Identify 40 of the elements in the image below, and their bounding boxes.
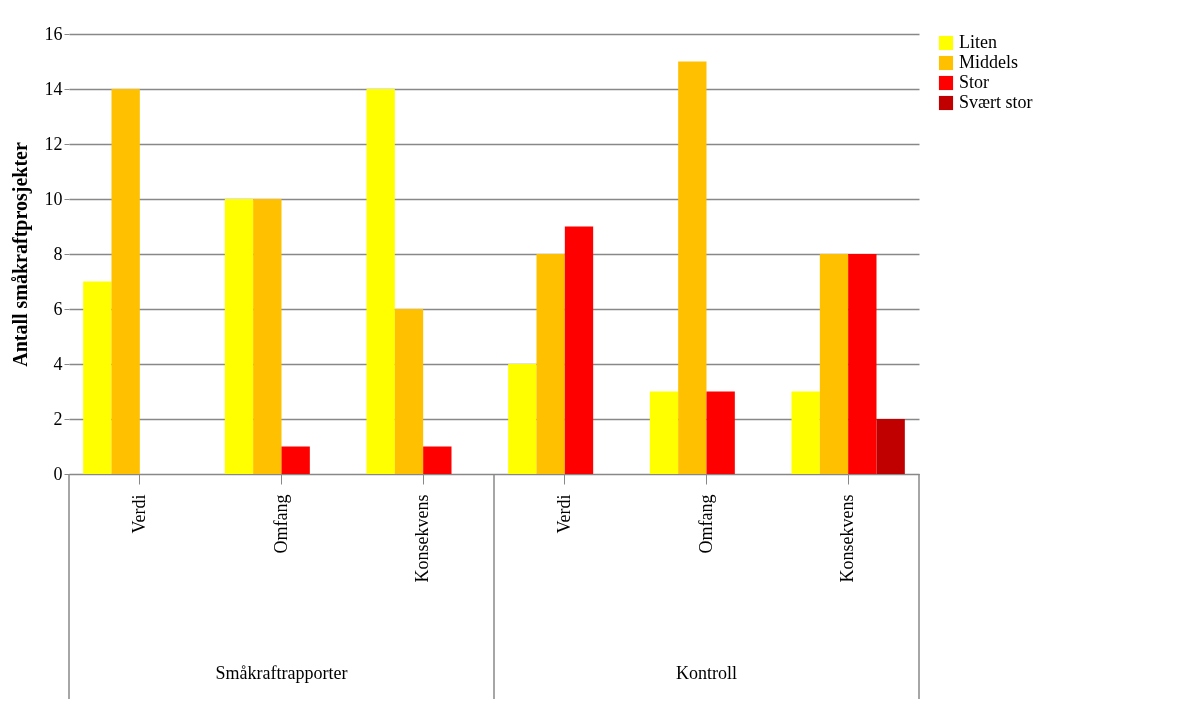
x-tick-label: Konsekvens [837,494,858,583]
bar [848,254,877,474]
x-tick-label: Omfang [695,494,716,554]
bar [564,226,594,474]
y-tick-label: 12 [44,133,63,154]
text: Småkraftrapporter [215,663,348,683]
y-axis-title: Antall småkraftprosjekter [8,142,32,367]
bar [224,199,254,474]
bar [253,199,282,474]
bar [819,254,849,474]
bar [83,281,112,474]
legend-label: Stor [959,72,990,92]
y-tick-label: 16 [44,23,63,44]
bar [706,391,735,474]
bar [111,89,140,474]
y-tick-label: 6 [53,298,63,319]
bar [649,391,679,474]
x-tick-label: Verdi [128,494,149,534]
x-tick-label: Konsekvens [412,494,433,583]
bar [281,446,310,474]
y-tick-label: 4 [53,353,63,374]
bar [366,89,395,474]
bar [791,391,820,474]
bar [394,309,424,474]
bar [508,364,537,474]
bar [536,254,565,474]
y-tick-label: 2 [53,408,63,429]
legend-label: Middels [959,52,1019,72]
x-tick-label: Omfang [270,494,291,554]
bar [423,446,452,474]
text: Kontroll [676,663,737,683]
legend-label: Svært stor [959,92,1033,112]
y-tick-label: 14 [44,78,63,99]
bar [876,419,905,474]
y-tick-label: 10 [44,188,63,209]
y-tick-label: 8 [53,243,63,264]
x-tick-label: Verdi [553,494,574,534]
bar [678,61,707,474]
legend-label: Liten [959,32,997,52]
y-tick-label: 0 [53,463,63,484]
